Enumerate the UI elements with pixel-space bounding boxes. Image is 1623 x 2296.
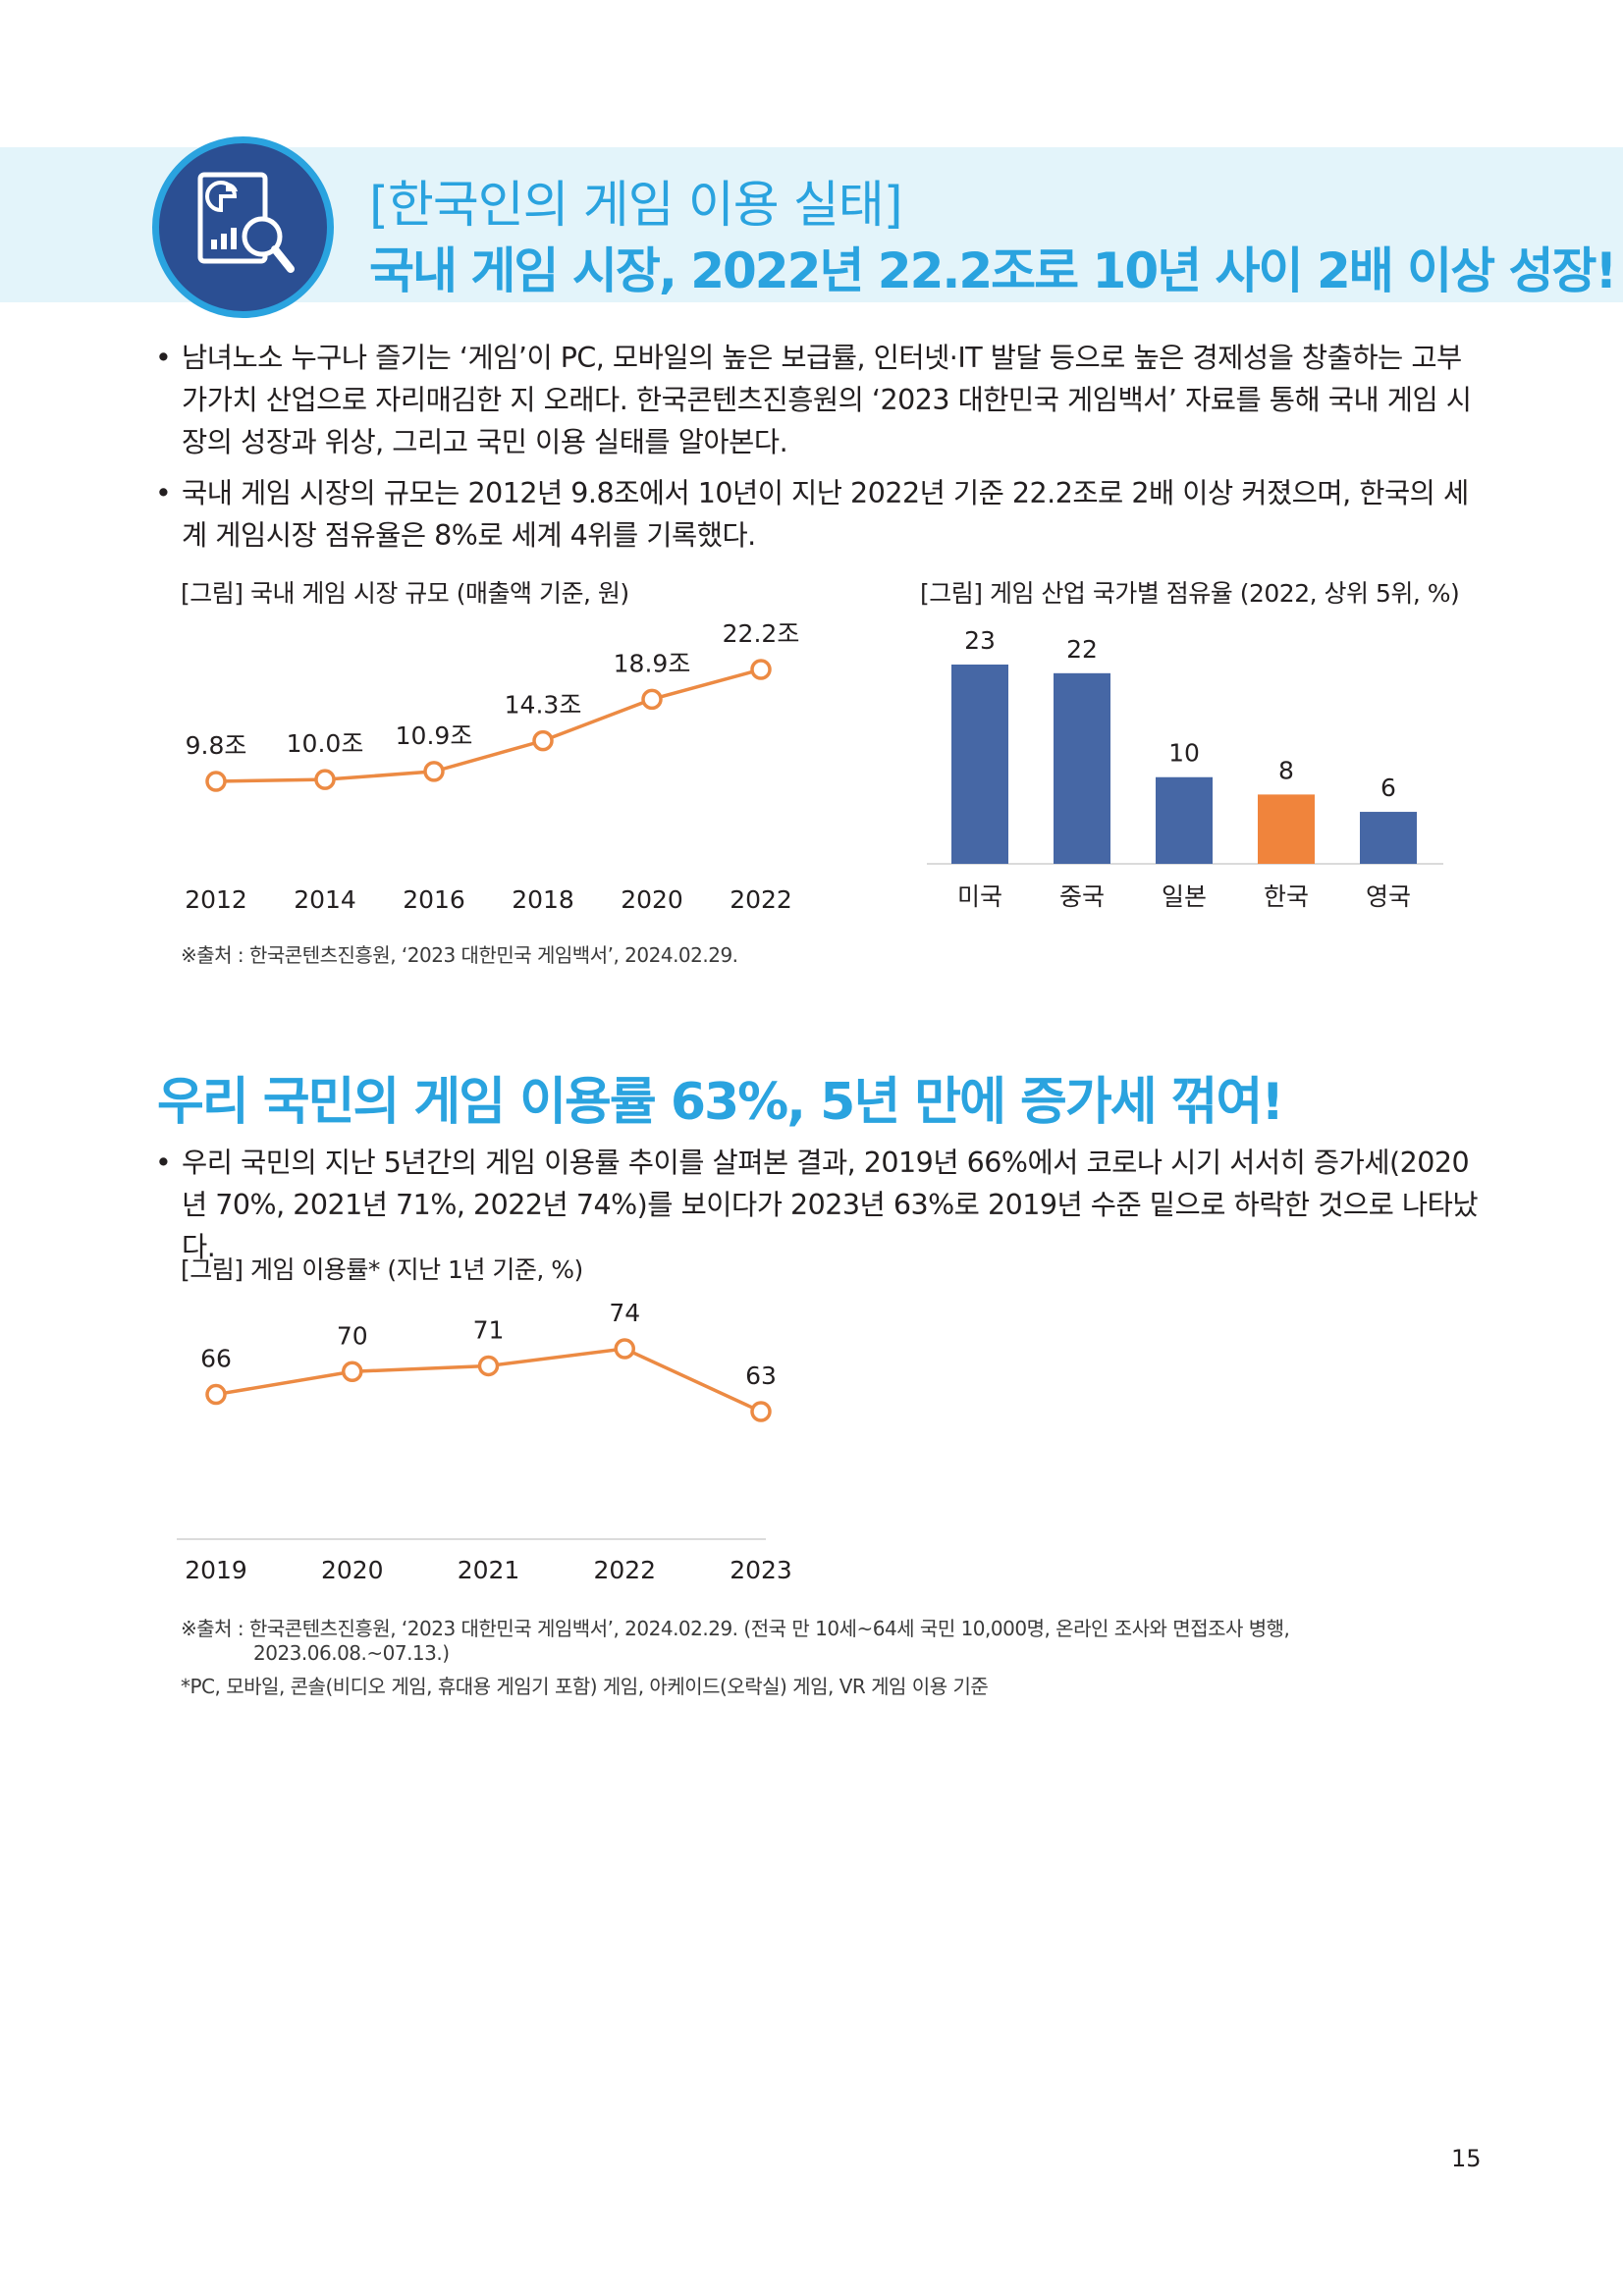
data-label: 10.0조 [287, 729, 364, 758]
x-tick-label: 2014 [294, 885, 356, 914]
bar [1156, 776, 1213, 864]
data-label: 6 [1380, 774, 1396, 802]
data-label: 14.3조 [505, 691, 582, 720]
data-label: 10.9조 [396, 721, 473, 750]
data-point [423, 761, 445, 782]
data-point [205, 771, 227, 792]
x-tick-label: 2019 [185, 1556, 247, 1584]
source-note-cont: 2023.06.08.~07.13.) [253, 1641, 450, 1665]
x-tick-label: 2021 [458, 1556, 520, 1584]
x-tick-label: 2022 [593, 1556, 656, 1584]
x-tick-label: 일본 [1162, 882, 1207, 911]
bullet-mark: • [155, 342, 172, 374]
data-label: 22.2조 [723, 619, 800, 648]
data-label: 10 [1168, 739, 1200, 768]
bullet-mark: • [155, 477, 172, 509]
x-tick-label: 2018 [512, 885, 574, 914]
x-tick-label: 2016 [403, 885, 465, 914]
data-point [750, 659, 772, 680]
series-line [215, 667, 762, 783]
x-tick-label: 미국 [957, 882, 1002, 911]
section-title: 우리 국민의 게임 이용률 63%, 5년 만에 증가세 꺾여! [157, 1073, 1284, 1132]
x-tick-label: 중국 [1059, 882, 1105, 911]
market-size-line-chart: 9.8조 2012 10.0조 2014 10.9조 2016 14.3조 2018 18.9조… [185, 619, 800, 914]
data-label: 74 [609, 1299, 640, 1327]
x-tick-label: 영국 [1366, 882, 1411, 911]
bullet-mark: • [155, 1147, 172, 1179]
source-note: ※출처 : 한국콘텐츠진흥원, ‘2023 대한민국 게임백서’, 2024.0… [181, 1617, 1290, 1640]
country-share-bar-chart: 23 미국 22 중국 10 일본 8 한국 6 영국 [927, 626, 1443, 911]
data-label: 18.9조 [614, 649, 691, 677]
usage-rate-line-chart: 66 2019 70 2020 71 2021 74 2022 63 2023 [177, 1299, 792, 1584]
data-point [205, 1383, 227, 1406]
source-note: ※출처 : 한국콘텐츠진흥원, ‘2023 대한민국 게임백서’, 2024.0… [181, 943, 738, 967]
x-tick-label: 2023 [730, 1556, 792, 1584]
x-tick-label: 2012 [185, 885, 247, 914]
data-label: 70 [337, 1321, 368, 1350]
bar [951, 665, 1008, 864]
data-label: 9.8조 [186, 731, 247, 760]
bullet-text: 국내 게임 시장의 규모는 2012년 9.8조에서 10년이 지난 2022년… [182, 477, 1469, 552]
chart-caption-usage-rate: [그림] 게임 이용률* (지난 1년 기준, %) [181, 1255, 583, 1284]
data-point [342, 1361, 363, 1383]
data-label: 63 [745, 1362, 777, 1390]
bar [1054, 672, 1110, 864]
bullet-text: 남녀노소 누구나 즐기는 ‘게임’이 PC, 모바일의 높은 보급률, 인터넷·… [182, 342, 1472, 458]
data-label: 22 [1066, 635, 1098, 664]
x-tick-label: 2022 [730, 885, 792, 914]
x-tick-label: 2020 [621, 885, 683, 914]
chart-caption-country-share: [그림] 게임 산업 국가별 점유율 (2022, 상위 5위, %) [920, 579, 1460, 608]
data-label: 23 [964, 626, 996, 655]
bar [1258, 794, 1315, 864]
x-tick-label: 한국 [1264, 882, 1309, 911]
page-number: 15 [1451, 2145, 1482, 2172]
data-point [750, 1401, 772, 1422]
data-label: 66 [200, 1345, 232, 1373]
data-point [477, 1355, 500, 1377]
data-point [532, 729, 554, 752]
data-label: 8 [1278, 756, 1294, 784]
report-chart-magnifier-icon [152, 136, 334, 318]
data-point [314, 769, 336, 790]
data-point [614, 1338, 635, 1360]
chart-caption-market-size: [그림] 국내 게임 시장 규모 (매출액 기준, 원) [181, 579, 629, 608]
bar [1360, 812, 1417, 864]
footnote: *PC, 모바일, 콘솔(비디오 게임, 휴대용 게임기 포함) 게임, 아케이… [181, 1675, 989, 1698]
data-point [641, 688, 663, 711]
bullet-text: 우리 국민의 지난 5년간의 게임 이용률 추이를 살펴본 결과, 2019년 … [182, 1147, 1479, 1263]
header-title: 국내 게임 시장, 2022년 22.2조로 10년 사이 2배 이상 성장! [369, 242, 1617, 299]
header-subtitle: [한국인의 게임 이용 실태] [369, 177, 903, 235]
x-tick-label: 2020 [321, 1556, 384, 1584]
data-label: 71 [473, 1315, 505, 1344]
